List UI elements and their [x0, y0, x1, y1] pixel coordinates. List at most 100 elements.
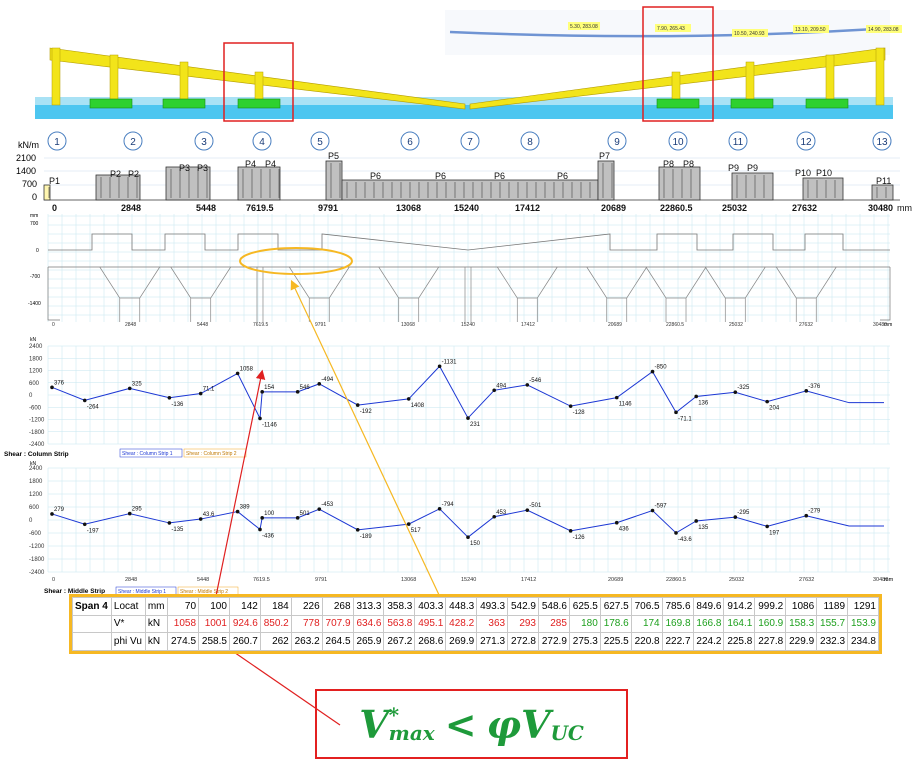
load-x-label: 2848	[121, 203, 141, 213]
table-cell: 70	[167, 597, 200, 616]
table-cell: 174	[630, 614, 663, 634]
table-cell: 158.3	[785, 614, 818, 634]
patch-label: P11	[876, 176, 891, 186]
table-cell: 785.6	[661, 597, 694, 616]
col-legend-1: Shear : Column Strip 1	[122, 451, 173, 457]
table-span-cell: Span 4	[72, 597, 112, 616]
mid-x-label: 25032	[729, 577, 744, 583]
formula-v: V	[359, 701, 389, 747]
mid-data-point	[525, 508, 530, 512]
table-cell: 166.8	[692, 614, 725, 634]
patch-label: P4	[245, 159, 256, 169]
col-data-label: -325	[737, 385, 750, 391]
mid-x-label: 13068	[401, 577, 416, 583]
cable-label: 10.50, 240.93	[734, 31, 765, 37]
load-block	[802, 177, 844, 201]
table-cell: 169.8	[661, 614, 694, 634]
col-data-point	[568, 404, 573, 408]
load-x-label: 22860.5	[660, 203, 693, 213]
cable-label: 13.10, 209.50	[795, 27, 826, 33]
table-cell: 272.9	[538, 632, 570, 651]
section-x-label: 5448	[197, 322, 208, 328]
mid-data-point	[804, 513, 809, 518]
table-cell: 542.9	[507, 597, 539, 616]
load-unit: kN/m	[18, 140, 39, 150]
section-tick: -700	[30, 274, 40, 280]
col-y-tick: -1200	[29, 418, 45, 424]
mid-x-label: 7619.5	[253, 577, 270, 583]
mid-data-label: 453	[496, 510, 507, 516]
highlight-ellipse	[239, 247, 353, 275]
col-y-tick: 1200	[29, 369, 43, 375]
mid-data-label: -135	[171, 527, 184, 533]
col-data-point	[127, 386, 132, 391]
mid-data-label: -197	[87, 528, 100, 534]
mid-data-point	[198, 517, 203, 521]
mid-x-label: 17412	[521, 577, 536, 583]
mid-x-label: 30480	[873, 577, 888, 583]
load-tick: 700	[22, 179, 37, 189]
formula-phi: φ	[486, 701, 521, 747]
load-x-label: 15240	[454, 203, 479, 213]
table-cell: 358.3	[383, 597, 416, 616]
table-cell: 1291	[847, 597, 879, 616]
load-block	[95, 174, 141, 201]
section-x-label: 20689	[608, 322, 622, 328]
table-row-name: Locat	[110, 597, 146, 616]
formula-sup: *	[388, 703, 400, 727]
table-cell: 275.3	[568, 632, 601, 651]
gridline-bubble	[194, 131, 214, 151]
table-cell: 268	[321, 597, 354, 616]
mid-data-point	[674, 531, 678, 535]
table-cell: 563.8	[383, 614, 416, 634]
col-data-point	[525, 383, 530, 387]
table-cell: 625.5	[568, 597, 601, 616]
col-data-point	[167, 395, 172, 400]
section-x-label: 7619.5	[253, 322, 269, 328]
gridline-label: 12	[800, 137, 812, 148]
gridline-bubble	[460, 131, 480, 151]
mid-data-label: -43.6	[678, 537, 692, 543]
col-data-label: 204	[769, 406, 780, 412]
mid-data-label: 295	[132, 507, 143, 513]
cable-label: 7.90, 265.43	[657, 26, 685, 32]
section-x-label: 27632	[799, 322, 813, 328]
mid-unit: kN	[30, 461, 37, 467]
table-cell: 285	[538, 614, 570, 634]
mid-data-label: 517	[411, 528, 422, 534]
formula-sub2: UC	[550, 721, 584, 745]
mid-data-point	[733, 515, 738, 519]
mid-data-label: 135	[698, 525, 709, 531]
formula-sub: max	[388, 721, 435, 745]
table-cell: 548.6	[538, 597, 570, 616]
col-data-label: -494	[321, 377, 334, 383]
table-cell: 999.2	[754, 597, 787, 616]
table-cell: 155.7	[816, 614, 849, 634]
col-data-label: -192	[360, 409, 373, 415]
table-cell: 263.2	[290, 632, 323, 651]
mid-data-label: 100	[264, 511, 275, 517]
col-title: Shear : Column Strip	[4, 451, 69, 458]
col-data-label: -546	[529, 378, 542, 384]
mid-data-point	[258, 527, 262, 532]
gridline-bubbles: 1 2 3 4 5 6 7 8 9 10 11 12 13	[47, 131, 892, 151]
section-x-label: 13068	[401, 322, 415, 328]
mid-data-label: -279	[808, 509, 821, 515]
col-data-point	[674, 410, 678, 415]
col-data-label: 154	[264, 385, 275, 391]
patch-label: P3	[197, 163, 208, 173]
table-cell: 142	[228, 597, 261, 616]
table-cell: 914.2	[723, 597, 756, 616]
col-y-tick: -600	[29, 405, 42, 411]
col-y-tick: 1800	[29, 356, 43, 362]
col-data-point	[650, 369, 655, 374]
mid-data-label: -436	[262, 533, 275, 539]
mid-y-tick: -600	[29, 531, 42, 537]
table-span-cell	[72, 632, 112, 651]
table-row-name: V*	[110, 614, 146, 634]
patch-label: P9	[747, 163, 758, 173]
table-cell: 226	[290, 597, 323, 616]
table-cell: 269.9	[445, 632, 478, 651]
mid-data-label: 43.6	[203, 512, 215, 518]
table-cell: 262	[259, 632, 292, 651]
